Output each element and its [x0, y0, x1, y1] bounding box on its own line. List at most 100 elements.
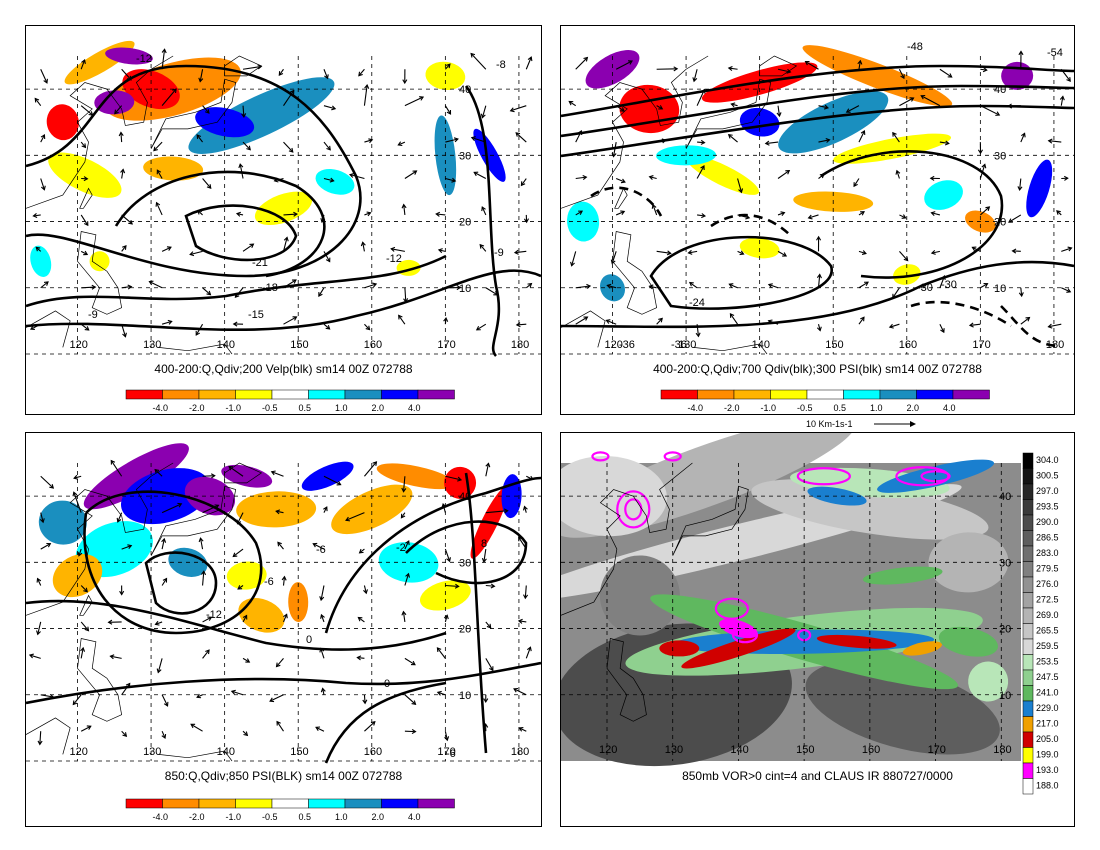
- ir-swatch-13: [1022, 654, 1034, 671]
- ir-scale-label-21: 188.0: [1036, 781, 1059, 791]
- contour-label-5: -36: [619, 339, 635, 351]
- swatch-3: [235, 389, 273, 400]
- contour-5: [820, 150, 1004, 279]
- swatch-8: [952, 389, 990, 400]
- colorbar-label-7: 4.0: [408, 403, 421, 413]
- lat-label-30: 30: [994, 150, 1006, 162]
- caption-lower-right: 850mb VOR>0 cint=4 and CLAUS IR 880727/0…: [682, 769, 953, 783]
- swatch-4: [806, 389, 844, 400]
- colorbar-label-3: -0.5: [262, 812, 278, 822]
- contour-5: [324, 681, 447, 764]
- colorbar-label-2: -1.0: [761, 403, 777, 413]
- q-blob-11: [1026, 159, 1053, 218]
- lat-label-20: 20: [459, 624, 471, 636]
- lon-label-120: 120: [70, 339, 88, 351]
- ir-colorbar: 304.0 300.5 297.0 293.5 290.0 286.5 283.0 279.5…: [1022, 452, 1059, 795]
- q-blob-15: [419, 580, 471, 611]
- ir-swatch-0: [1022, 452, 1034, 469]
- colorbar-label-5: 1.0: [870, 403, 883, 413]
- q-blob-12: [226, 561, 267, 590]
- contour-label-3: -6: [316, 544, 326, 556]
- swatch-7: [381, 798, 419, 809]
- vector-reference: 10 Km-1s-1: [800, 416, 940, 432]
- ir-swatch-16: [1022, 700, 1034, 717]
- colorbar-label-0: -4.0: [153, 403, 169, 413]
- ir-scale-label-11: 265.5: [1036, 626, 1059, 636]
- vorticity-contour-1: [624, 498, 643, 521]
- vorticity-contour-3: [895, 466, 950, 487]
- contour-5: [464, 85, 501, 357]
- colorbar-label-4: 0.5: [299, 403, 312, 413]
- borneo-coast: [561, 310, 606, 348]
- new-guinea-coast: [158, 750, 233, 762]
- ir-swatch-18: [1022, 731, 1034, 748]
- panel-upper-left: 120 130 140 150 160 170 180 40 30 20 10 -12 -21 -18 -1…: [25, 25, 542, 415]
- lon-label-150: 150: [290, 746, 308, 758]
- vector-field-lower-left: [28, 459, 534, 746]
- q-blob-10: [254, 191, 313, 225]
- asia-coast: [561, 55, 709, 209]
- ir-blob-17: [938, 626, 998, 657]
- vector-field-upper-left: [29, 48, 533, 338]
- swatch-5: [308, 389, 346, 400]
- contour-label-3: -15: [248, 309, 264, 321]
- ir-swatch-9: [1022, 592, 1034, 609]
- swatch-0: [125, 389, 163, 400]
- new-guinea-coast: [693, 343, 768, 355]
- swatch-4: [271, 798, 309, 809]
- q-blob-4: [236, 491, 317, 528]
- q-blob-8: [48, 152, 122, 198]
- ir-scale-label-15: 241.0: [1036, 688, 1059, 698]
- ir-scale-label-3: 293.5: [1036, 502, 1059, 512]
- ir-swatch-5: [1022, 530, 1034, 547]
- japan-coast: [150, 485, 237, 556]
- ir-scale-label-19: 199.0: [1036, 750, 1059, 760]
- ir-scale-label-2: 297.0: [1036, 486, 1059, 496]
- colorbar-upper-right: -4.0 -2.0 -1.0 -0.5 0.5 1.0 2.0 4.0: [660, 389, 990, 413]
- vorticity-contour-2: [796, 467, 851, 486]
- new-guinea-coast: [158, 343, 233, 355]
- contour-label-1: -12: [206, 609, 222, 621]
- swatch-5: [308, 798, 346, 809]
- lon-label-140: 140: [217, 746, 235, 758]
- asia-coast: [561, 462, 693, 616]
- panel-lower-left: 120130140150160170180403020100-12-6-6-20…: [25, 432, 542, 827]
- contour-label-6: 0: [384, 678, 390, 690]
- swatch-8: [417, 389, 455, 400]
- borneo-coast: [26, 717, 71, 755]
- grid-ir: [561, 463, 1021, 761]
- contour-2: [26, 599, 447, 651]
- lon-label-150: 150: [796, 744, 814, 756]
- contour-4: [324, 476, 541, 634]
- lon-label-180: 180: [511, 339, 529, 351]
- contour-label-0: -48: [907, 41, 923, 53]
- contour-label-7: -8: [496, 59, 506, 71]
- contour-label-2: -30: [917, 282, 933, 294]
- contour-label-4: -2: [396, 542, 406, 554]
- ir-scale-label-18: 205.0: [1036, 734, 1059, 744]
- q-blob-13: [473, 128, 506, 182]
- lon-label-180: 180: [511, 746, 529, 758]
- lon-label-130: 130: [143, 339, 161, 351]
- lon-label-130: 130: [143, 746, 161, 758]
- ir-scale-label-1: 300.5: [1036, 471, 1059, 481]
- lat-label-10: 10: [459, 690, 471, 702]
- ir-blob-15: [816, 634, 897, 649]
- ir-blob-16: [902, 641, 943, 656]
- q-blob-5: [331, 484, 413, 535]
- colorbar-label-6: 2.0: [372, 403, 385, 413]
- contour-1: [26, 254, 447, 308]
- contour-label-1: -54: [1047, 47, 1063, 59]
- swatch-5: [843, 389, 881, 400]
- contour-4: [561, 260, 1074, 329]
- contour-label-7: -6: [446, 748, 456, 760]
- ir-scale-label-12: 259.5: [1036, 641, 1059, 651]
- ir-swatch-2: [1022, 483, 1034, 500]
- coastline: [561, 462, 749, 722]
- contour-label-6: -9: [494, 247, 504, 259]
- q-blob-6: [376, 463, 456, 490]
- colorbar-lower-left: -4.0 -2.0 -1.0 -0.5 0.5 1.0 2.0 4.0: [125, 798, 455, 822]
- map-lower-right: 120 130 140 150 160 170 180 40 30 20 10 304.0 300.5 2…: [561, 433, 1059, 795]
- colorbar-label-1: -2.0: [189, 812, 205, 822]
- ir-swatch-1: [1022, 468, 1034, 485]
